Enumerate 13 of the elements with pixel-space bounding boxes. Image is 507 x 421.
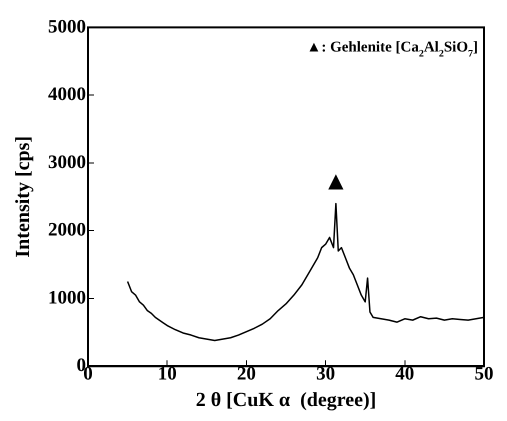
y-tick-label: 2000 [48,220,86,241]
x-tick-label: 40 [395,364,414,385]
annotation: ▲ [323,166,349,196]
x-axis-title: 2 θ [CuK α (degree)] [196,389,376,412]
x-tick-label: 20 [236,364,256,385]
x-tick-label: 30 [316,364,336,385]
y-tick-label: 5000 [48,16,86,38]
x-tick-label: 50 [474,364,494,385]
y-axis-title: Intensity [cps] [12,136,34,258]
y-tick-label: 1000 [48,287,86,308]
y-tick-label: 3000 [48,152,86,173]
y-tick-label: 4000 [48,84,86,106]
x-tick-label: 10 [158,364,177,385]
